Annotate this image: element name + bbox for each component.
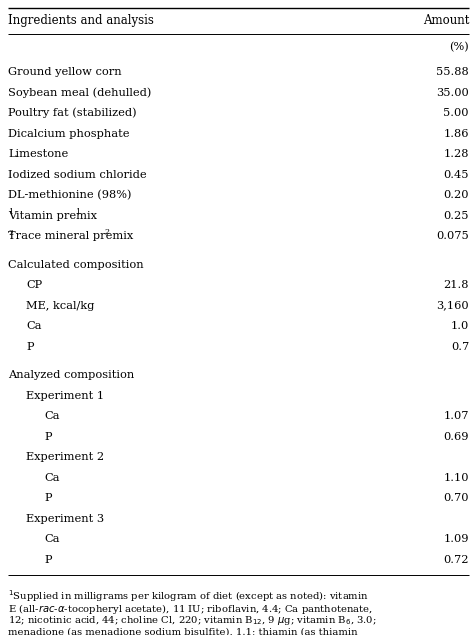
Text: P: P [26,342,34,352]
Text: 1.86: 1.86 [444,128,469,138]
Text: Experiment 1: Experiment 1 [26,391,104,401]
Text: (%): (%) [449,42,469,53]
Text: 1: 1 [8,208,13,216]
Text: 0.075: 0.075 [436,231,469,241]
Text: ME, kcal/kg: ME, kcal/kg [26,300,94,311]
Text: 0.70: 0.70 [444,493,469,503]
Text: 3,160: 3,160 [437,300,469,311]
Text: 1.07: 1.07 [444,411,469,421]
Text: CP: CP [26,280,42,290]
Text: 1.10: 1.10 [444,472,469,483]
Text: 35.00: 35.00 [436,88,469,98]
Text: Vitamin premix: Vitamin premix [8,210,97,220]
Text: Soybean meal (dehulled): Soybean meal (dehulled) [8,87,151,98]
Text: 0.72: 0.72 [444,554,469,565]
Text: Ca: Ca [26,321,42,331]
Text: 1: 1 [75,208,80,215]
Text: 0.45: 0.45 [444,170,469,180]
Text: Iodized sodium chloride: Iodized sodium chloride [8,170,146,180]
Text: Ca: Ca [44,534,60,544]
Text: Ca: Ca [44,472,60,483]
Text: 55.88: 55.88 [436,67,469,77]
Text: Ground yellow corn: Ground yellow corn [8,67,122,77]
Text: 1.28: 1.28 [444,149,469,159]
Text: P: P [44,493,52,503]
Text: menadione (as menadione sodium bisulfite), 1.1; thiamin (as thiamin: menadione (as menadione sodium bisulfite… [8,627,357,635]
Text: Trace mineral premix: Trace mineral premix [8,231,133,241]
Text: Poultry fat (stabilized): Poultry fat (stabilized) [8,107,137,118]
Text: 12; nicotinic acid, 44; choline Cl, 220; vitamin B$_{12}$, 9 $\mu$g; vitamin B$_: 12; nicotinic acid, 44; choline Cl, 220;… [8,614,377,627]
Text: 1.0: 1.0 [451,321,469,331]
Text: Limestone: Limestone [8,149,68,159]
Text: Ca: Ca [44,411,60,421]
Text: P: P [44,432,52,441]
Text: Experiment 2: Experiment 2 [26,452,104,462]
Text: E (all-$\it{rac}$-$\alpha$-tocopheryl acetate), 11 IU; riboflavin, 4.4; Ca panth: E (all-$\it{rac}$-$\alpha$-tocopheryl ac… [8,601,373,615]
Text: $^{1}$Supplied in milligrams per kilogram of diet (except as noted): vitamin: $^{1}$Supplied in milligrams per kilogra… [8,588,369,604]
Text: Amount: Amount [423,14,469,27]
Text: 0.25: 0.25 [444,210,469,220]
Text: 21.8: 21.8 [444,280,469,290]
Text: 2: 2 [8,229,13,236]
Text: 0.20: 0.20 [444,190,469,200]
Text: Analyzed composition: Analyzed composition [8,370,134,380]
Text: Calculated composition: Calculated composition [8,260,144,269]
Text: Experiment 3: Experiment 3 [26,514,104,523]
Text: 0.69: 0.69 [444,432,469,441]
Text: DL-methionine (98%): DL-methionine (98%) [8,190,131,200]
Text: P: P [44,554,52,565]
Text: 5.00: 5.00 [444,108,469,118]
Text: Dicalcium phosphate: Dicalcium phosphate [8,128,129,138]
Text: 0.7: 0.7 [451,342,469,352]
Text: 1.09: 1.09 [444,534,469,544]
Text: 2: 2 [104,228,109,236]
Text: Ingredients and analysis: Ingredients and analysis [8,14,154,27]
